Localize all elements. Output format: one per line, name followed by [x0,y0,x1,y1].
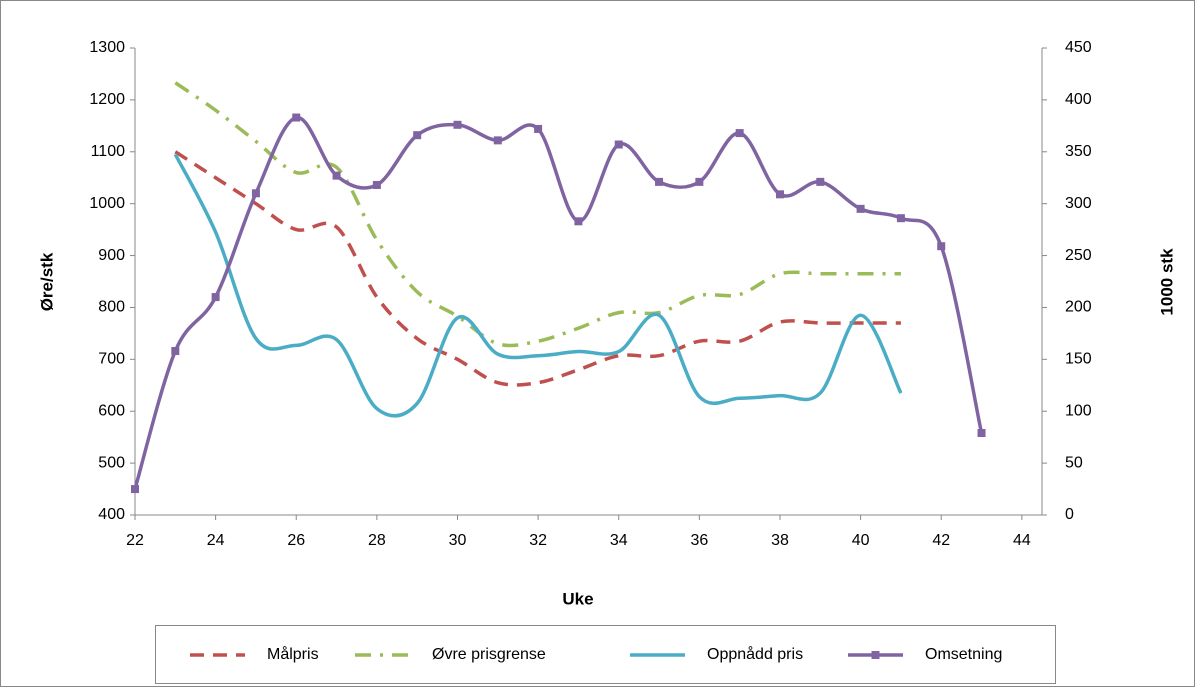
y-tick-label: 500 [98,454,125,471]
marker [735,129,744,138]
x-tick-label: 42 [932,532,950,549]
marker [896,214,905,223]
legend-label: Målpris [267,645,319,663]
marker [695,177,704,186]
x-tick-label: 26 [287,532,305,549]
x-tick-label: 22 [126,532,144,549]
y2-tick-label: 400 [1065,91,1092,108]
y2-tick-label: 150 [1065,351,1092,368]
x-tick-label: 36 [690,532,708,549]
marker [937,242,946,251]
legend-label: Omsetning [925,646,1002,663]
y-tick-label: 600 [98,402,125,419]
marker [292,113,301,122]
marker [614,140,623,149]
series-line [173,153,903,418]
marker [493,136,502,145]
series-line [174,150,901,387]
y2-tick-label: 350 [1065,143,1092,160]
x-tick-label: 30 [449,532,467,549]
marker [413,131,422,140]
x-tick-label: 44 [1013,532,1031,549]
y-tick-label: 1200 [89,91,125,108]
marker [574,217,583,226]
marker [534,124,543,133]
legend-label: Oppnådd pris [707,645,803,663]
y-tick-label: 1100 [91,143,126,160]
legend-marker [871,651,880,659]
marker [131,485,139,494]
marker [453,120,462,129]
y2-tick-label: 250 [1065,247,1092,264]
x-tick-label: 24 [207,532,225,549]
series-line [174,81,901,348]
y2-axis-title: 1000 stk [1157,248,1176,316]
y-tick-label: 700 [98,351,125,368]
marker [655,177,664,186]
marker [977,429,986,438]
y2-tick-label: 0 [1065,506,1074,523]
y-tick-label: 1000 [89,195,125,212]
x-tick-label: 32 [529,532,547,549]
marker [816,177,825,186]
y-tick-label: 800 [98,299,125,316]
y-tick-label: 900 [98,247,125,264]
y2-tick-label: 50 [1065,454,1083,471]
marker [332,171,341,180]
marker [856,204,865,213]
marker [211,293,220,302]
marker [251,189,260,198]
y2-tick-label: 450 [1065,39,1092,56]
x-tick-label: 38 [771,532,789,549]
legend-label: Øvre prisgrense [432,646,546,663]
y2-tick-label: 200 [1065,299,1092,316]
marker [171,347,180,356]
marker [775,190,784,199]
x-tick-label: 40 [852,532,870,549]
y2-tick-label: 100 [1065,402,1092,419]
y-tick-label: 1300 [89,39,125,56]
x-tick-label: 28 [368,532,386,549]
y-axis-title: Øre/stk [37,252,56,311]
y2-tick-label: 300 [1065,195,1092,212]
x-axis-title: Uke [562,589,593,608]
y-tick-label: 400 [98,506,125,523]
marker [372,180,381,189]
x-tick-label: 34 [610,532,628,549]
legend-box [155,625,1056,684]
